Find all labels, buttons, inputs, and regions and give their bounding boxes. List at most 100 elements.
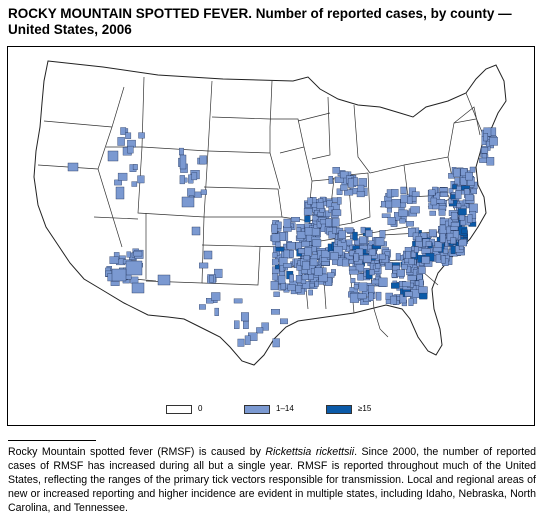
county-shade-low	[479, 157, 487, 163]
county-shade-low	[344, 227, 354, 233]
county-shade-low	[408, 298, 414, 306]
us-outline	[33, 60, 507, 366]
county-shade-low	[114, 179, 122, 186]
county-shade-low	[332, 209, 342, 216]
county-shade-low	[291, 217, 300, 222]
county-shade-low	[325, 218, 332, 227]
county-shade-low	[356, 191, 365, 198]
county-shade-low	[301, 241, 310, 247]
county-shade-low	[342, 258, 349, 267]
county-shade-low	[317, 211, 324, 217]
county-shade-low	[117, 172, 128, 181]
county-shade-low	[439, 192, 448, 197]
county-shade-low	[378, 277, 388, 287]
county-shade-low	[137, 175, 145, 184]
county-shade-low	[357, 273, 364, 281]
county-shade-low	[394, 212, 401, 221]
county-shade-low	[157, 274, 171, 286]
county-shade-low	[418, 265, 426, 274]
county-shade-low	[340, 184, 348, 191]
county-shade-low	[243, 321, 249, 329]
county-shade-low	[115, 186, 125, 200]
county-shade-low	[211, 292, 221, 301]
county-shade-low	[365, 229, 373, 237]
county-shade-low	[443, 248, 449, 254]
county-shade-low	[390, 295, 397, 305]
county-shade-low	[400, 186, 407, 194]
county-shade-low	[404, 291, 413, 297]
county-shade-low	[244, 335, 251, 345]
county-shade-low	[430, 197, 437, 206]
county-shade-low	[308, 289, 313, 296]
county-shade-low	[425, 241, 432, 247]
footnote-rule	[8, 440, 96, 441]
county-shade-low	[125, 132, 132, 139]
county-shade-low	[349, 293, 359, 303]
county-shade-low	[465, 172, 473, 181]
legend-swatch-low	[244, 405, 270, 414]
county-shade-low	[371, 279, 380, 285]
county-shade-low	[395, 253, 401, 261]
county-shade-low	[452, 230, 460, 239]
county-shade-low	[272, 252, 278, 258]
county-shade-low	[133, 250, 143, 257]
county-shade-low	[109, 256, 119, 264]
county-shade-low	[327, 272, 335, 278]
legend-label-low: 1–14	[276, 404, 294, 413]
county-shade-low	[450, 222, 460, 227]
county-shade-low	[420, 232, 428, 239]
county-shade-high	[391, 282, 400, 289]
county-shade-low	[332, 167, 340, 174]
county-shade-low	[396, 269, 405, 277]
county-shade-low	[203, 250, 213, 260]
footnote: Rocky Mountain spotted fever (RMSF) is c…	[8, 445, 536, 515]
county-shade-low	[358, 282, 368, 292]
county-shade-low	[391, 189, 399, 197]
county-shade-low	[405, 251, 411, 259]
county-shade-high	[458, 208, 467, 216]
county-shade-low	[303, 208, 313, 216]
county-shade-low	[355, 264, 365, 272]
county-shade-low	[336, 188, 343, 195]
county-shade-low	[439, 187, 448, 192]
county-shade-low	[187, 188, 196, 197]
county-shade-low	[200, 189, 207, 195]
county-shade-low	[303, 255, 310, 261]
county-shade-low	[127, 145, 134, 154]
county-shade-high	[461, 228, 468, 234]
county-shade-low	[391, 199, 401, 208]
county-shade-low	[402, 281, 411, 287]
county-shade-low	[450, 237, 457, 245]
county-shade-low	[368, 248, 376, 256]
county-shade-low	[287, 284, 296, 291]
us-county-map	[33, 60, 507, 366]
county-shade-low	[131, 282, 145, 294]
county-shade-low	[126, 251, 131, 258]
county-shade-low	[415, 236, 423, 242]
county-shade-low	[338, 230, 346, 239]
county-shade-low	[328, 176, 333, 184]
county-shade-low	[316, 202, 324, 209]
county-shade-low	[421, 248, 431, 254]
county-shade-low	[407, 196, 413, 204]
county-shade-low	[386, 207, 392, 213]
county-shade-low	[233, 298, 243, 304]
county-shade-low	[433, 247, 443, 252]
county-shade-low	[321, 261, 330, 266]
county-shade-low	[401, 264, 408, 270]
county-shade-low	[481, 147, 489, 154]
county-shade-low	[295, 285, 302, 293]
legend-label-high: ≥15	[358, 404, 372, 413]
footnote-italic: Rickettsia rickettsii	[265, 446, 355, 458]
county-shade-low	[350, 278, 356, 284]
map-legend: 0 1–14 ≥15	[8, 403, 536, 419]
county-shade-low	[414, 246, 419, 253]
county-shade-low	[470, 188, 477, 195]
county-shade-low	[421, 256, 430, 264]
county-shade-low	[398, 209, 408, 217]
county-shade-low	[275, 241, 281, 248]
figure-title: ROCKY MOUNTAIN SPOTTED FEVER. Number of …	[8, 6, 512, 37]
footnote-text-end: . Since 2000, the number of reported cas…	[8, 446, 536, 515]
county-shade-low	[375, 263, 381, 269]
legend-swatch-none	[166, 405, 192, 414]
